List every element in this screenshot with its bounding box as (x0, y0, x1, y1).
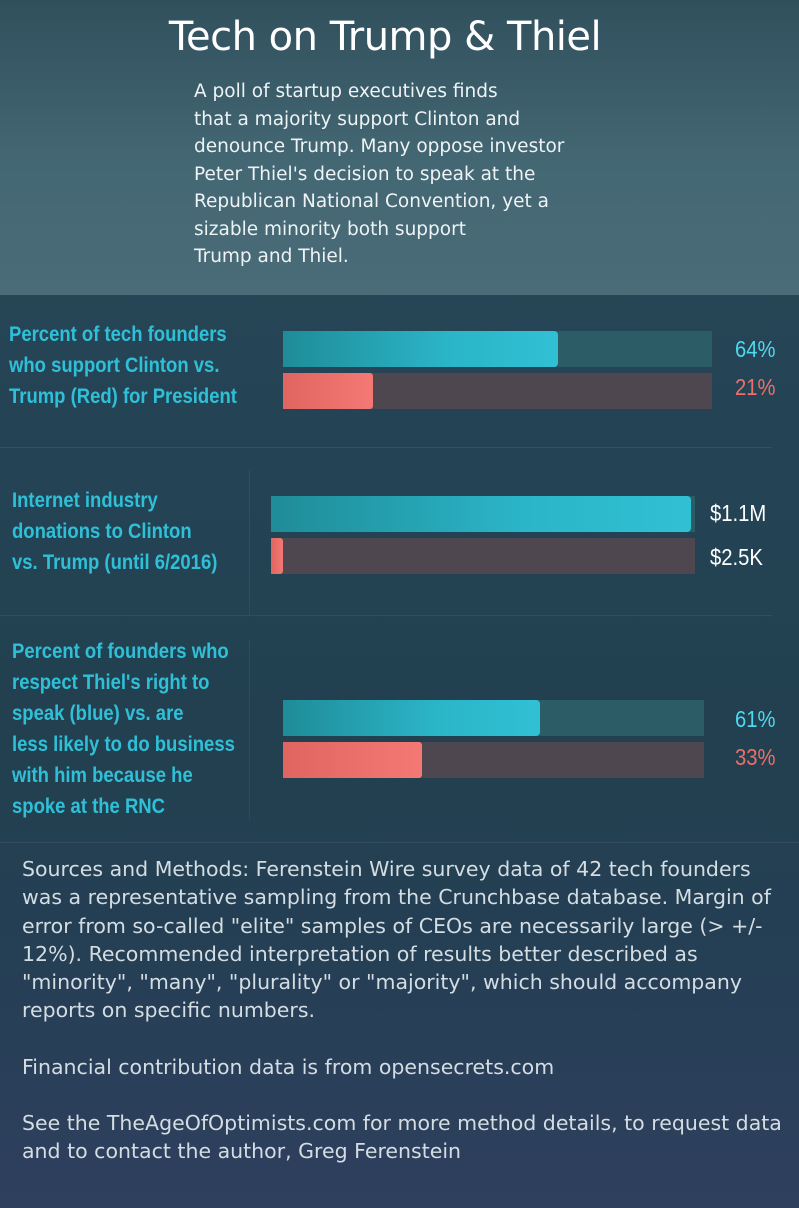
chart-2-label: Internet industry donations to Clinton v… (12, 489, 218, 574)
chart-2-track-trump (271, 538, 695, 574)
chart-2-bar-trump (271, 538, 283, 574)
chart-3-value-less-likely: 33% (735, 744, 776, 770)
chart-3-track-respect (283, 700, 704, 736)
chart-1-label: Percent of tech founders who support Cli… (9, 323, 237, 408)
chart-1-track-trump (283, 373, 712, 409)
divider-3 (0, 842, 799, 843)
divider-1 (0, 447, 772, 448)
chart-1-track-clinton (283, 331, 712, 367)
chart-2-vertical-rule (249, 470, 250, 615)
chart-2-value-clinton: $1.1M (710, 500, 767, 526)
page-subtitle: A poll of startup executives finds that … (194, 81, 565, 267)
chart-3-vertical-rule (249, 640, 250, 820)
chart-1-value-trump: 21% (735, 374, 776, 400)
methods-text: Sources and Methods: Ferenstein Wire sur… (22, 857, 771, 1023)
financial-source-text: Financial contribution data is from open… (22, 1054, 555, 1079)
contact-text: See the TheAgeOfOptimists.com for more m… (22, 1111, 782, 1164)
chart-3-value-respect: 61% (735, 706, 776, 732)
header-panel: Tech on Trump & Thiel A poll of startup … (0, 0, 799, 295)
page-title: Tech on Trump & Thiel (168, 14, 602, 60)
chart-1-bar-clinton (283, 331, 558, 367)
chart-3-bar-less-likely (283, 742, 422, 778)
chart-2-value-trump: $2.5K (710, 544, 763, 570)
sources-footer: Sources and Methods: Ferenstein Wire sur… (22, 855, 792, 1194)
chart-2-track-clinton (271, 496, 695, 532)
chart-1-value-clinton: 64% (735, 336, 776, 362)
chart-3-label: Percent of founders who respect Thiel's … (12, 640, 235, 818)
chart-3-bar-respect (283, 700, 540, 736)
chart-3-track-less-likely (283, 742, 704, 778)
divider-2 (0, 615, 772, 616)
chart-1-bar-trump (283, 373, 374, 409)
chart-2-bar-clinton (271, 496, 692, 532)
